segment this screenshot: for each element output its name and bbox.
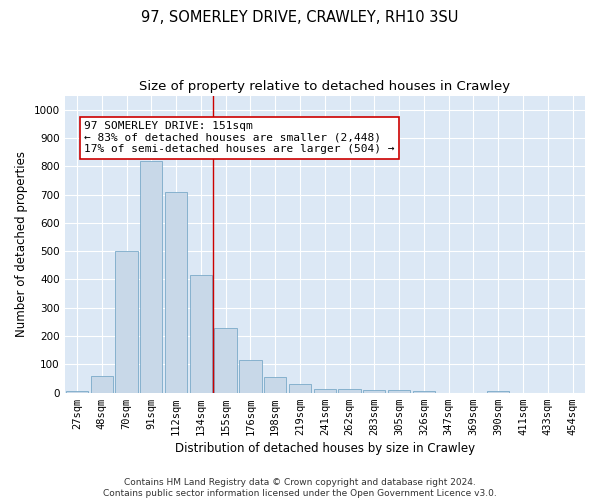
Bar: [289, 384, 311, 392]
Bar: [115, 251, 137, 392]
Bar: [165, 192, 187, 392]
Bar: [239, 360, 262, 392]
Bar: [91, 376, 113, 392]
Bar: [140, 160, 163, 392]
Bar: [363, 390, 385, 392]
Text: 97, SOMERLEY DRIVE, CRAWLEY, RH10 3SU: 97, SOMERLEY DRIVE, CRAWLEY, RH10 3SU: [142, 10, 458, 25]
Text: 97 SOMERLEY DRIVE: 151sqm
← 83% of detached houses are smaller (2,448)
17% of se: 97 SOMERLEY DRIVE: 151sqm ← 83% of detac…: [85, 121, 395, 154]
Bar: [190, 276, 212, 392]
Bar: [264, 376, 286, 392]
X-axis label: Distribution of detached houses by size in Crawley: Distribution of detached houses by size …: [175, 442, 475, 455]
Title: Size of property relative to detached houses in Crawley: Size of property relative to detached ho…: [139, 80, 511, 93]
Bar: [214, 328, 237, 392]
Text: Contains HM Land Registry data © Crown copyright and database right 2024.
Contai: Contains HM Land Registry data © Crown c…: [103, 478, 497, 498]
Bar: [388, 390, 410, 392]
Y-axis label: Number of detached properties: Number of detached properties: [15, 151, 28, 337]
Bar: [314, 388, 336, 392]
Bar: [338, 390, 361, 392]
